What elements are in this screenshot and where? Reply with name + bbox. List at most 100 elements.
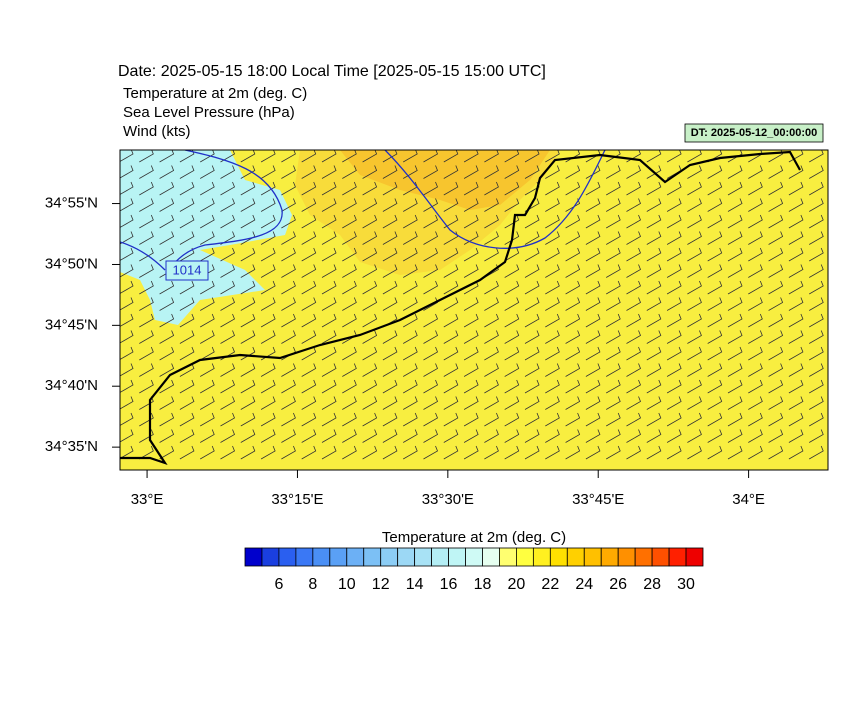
wind-barb: [139, 231, 154, 245]
wind-barb: [646, 412, 662, 427]
wind-barb: [565, 330, 581, 344]
wind-barb: [666, 247, 682, 262]
wind-barb: [443, 363, 459, 377]
wind-barb: [281, 280, 296, 295]
x-tick-label: 33°45'E: [572, 491, 624, 508]
wind-barb: [707, 231, 723, 245]
wind-barb: [748, 198, 763, 212]
wind-barb: [768, 297, 784, 311]
wind-barb: [565, 363, 581, 377]
wind-barb: [120, 429, 134, 443]
wind-barb: [342, 264, 357, 278]
wind-barb: [504, 445, 520, 460]
wind-barb: [687, 330, 702, 344]
wind-barb: [179, 330, 195, 344]
wind-barb: [240, 280, 256, 295]
wind-barb: [220, 330, 236, 344]
wind-barb: [788, 165, 804, 179]
wind-barb: [707, 198, 723, 212]
field: [120, 150, 828, 470]
wind-barb: [606, 264, 621, 278]
wind-barb: [139, 346, 154, 361]
wind-barb: [687, 181, 702, 196]
wind-barb: [768, 379, 784, 394]
wind-barb: [687, 280, 702, 295]
y-tick-label: 34°50'N: [45, 255, 98, 272]
wind-barb: [443, 181, 459, 196]
wind-barb: [687, 231, 702, 245]
wind-barb: [687, 363, 702, 377]
wind-barb: [788, 396, 804, 410]
wind-barb: [687, 198, 702, 212]
wind-barb: [606, 198, 621, 212]
wind-barb: [403, 214, 418, 229]
wind-barb: [321, 231, 337, 245]
wind-barb: [484, 429, 499, 443]
wind-barb: [159, 297, 175, 311]
isobar-label: 1014: [173, 262, 202, 277]
wind-barb: [301, 396, 317, 410]
wind-barb: [362, 264, 378, 278]
wind-barb: [382, 280, 398, 295]
wind-barb: [748, 165, 763, 179]
wind-barb: [443, 313, 459, 328]
wind-barb: [423, 247, 439, 262]
colorbar-label: 28: [643, 576, 661, 593]
wind-barb: [504, 297, 520, 311]
wind-barb: [666, 313, 682, 328]
wind-barb: [120, 150, 134, 162]
wind-barb: [403, 363, 418, 377]
dt-box: [684, 123, 824, 143]
wind-barb: [788, 198, 804, 212]
wind-barb: [626, 247, 642, 262]
wind-barb: [626, 363, 642, 377]
wind-barb: [727, 379, 743, 394]
wind-barb: [423, 379, 439, 394]
wind-barb: [687, 165, 702, 179]
wind-barb: [423, 165, 439, 179]
wind-barb: [606, 346, 621, 361]
wind-barb: [504, 247, 520, 262]
y-tick-label: 34°55'N: [45, 195, 98, 212]
wind-barb: [727, 231, 743, 245]
wind-barb: [120, 231, 134, 245]
wind-barb: [707, 181, 723, 196]
wind-barb: [646, 181, 662, 196]
wind-barb: [687, 379, 702, 394]
wind-barb: [666, 396, 682, 410]
wind-barb: [120, 247, 134, 261]
colorbar-box: [566, 547, 585, 567]
wind-barb: [565, 280, 581, 295]
wind-barb: [200, 429, 215, 443]
wind-barb: [240, 181, 256, 196]
wind-barb: [403, 379, 418, 394]
wind-barb: [220, 247, 236, 262]
wind-barb: [463, 214, 479, 229]
wind-barb: [504, 214, 520, 229]
wind-barb: [809, 412, 824, 427]
wind-barb: [120, 165, 134, 179]
wind-barb: [545, 379, 560, 394]
wind-barb: [281, 297, 296, 311]
wind-barb: [139, 445, 154, 460]
wind-barb: [321, 264, 337, 278]
wind-barb: [362, 247, 378, 262]
wind-barb: [606, 214, 621, 229]
wind-barb: [200, 330, 215, 344]
wind-barb: [524, 313, 540, 328]
wind-barb: [200, 313, 215, 328]
wind-barb: [545, 313, 560, 328]
colorbar-box: [363, 547, 382, 567]
wind-barb: [362, 330, 378, 344]
wind-barb: [281, 396, 296, 410]
wind-barb: [159, 181, 175, 196]
wind-barb: [220, 198, 236, 212]
wind-barb: [139, 412, 154, 427]
wind-barb: [585, 396, 601, 410]
wind-barb: [179, 231, 195, 245]
wind-barb: [585, 297, 601, 311]
wind-barb: [606, 150, 621, 163]
wind-barb: [463, 150, 479, 163]
wind-barb: [159, 379, 175, 394]
